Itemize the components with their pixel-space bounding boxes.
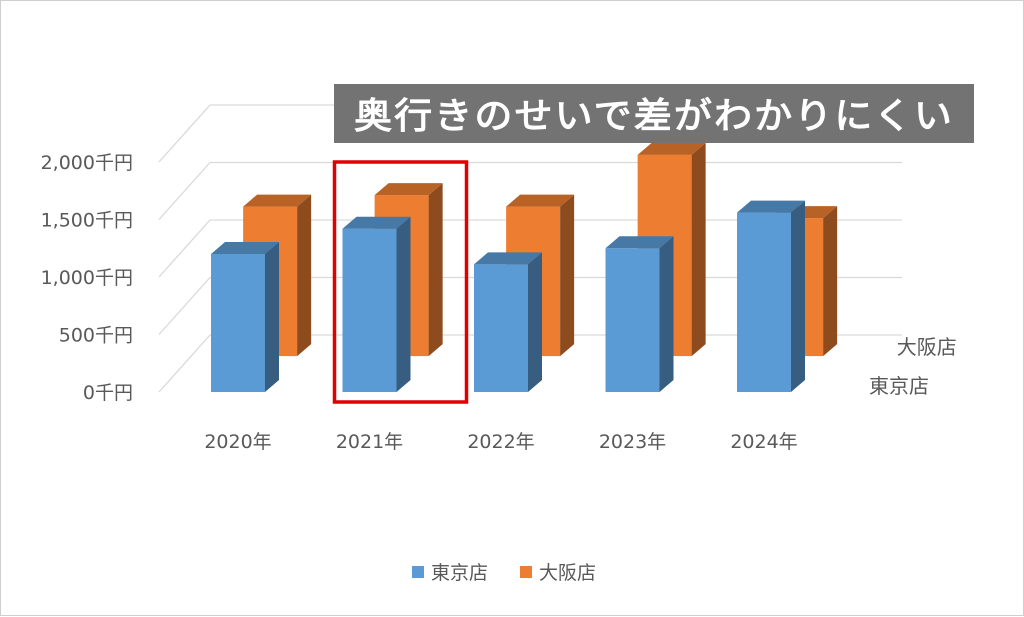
highlight-box [332, 160, 469, 404]
bar-front-face [737, 212, 791, 392]
legend-label: 東京店 [431, 562, 488, 584]
annotation-text: 奥行きのせいで差がわかりにくい [354, 96, 954, 137]
bar-side-face [428, 183, 443, 357]
bar-東京店-2022年 [474, 252, 542, 392]
bar-top-face [211, 242, 279, 254]
bar-東京店-2021年 [342, 216, 411, 392]
bar-top-face [737, 200, 805, 213]
bar-side-face [560, 194, 575, 357]
gridline-diagonal [158, 277, 211, 335]
depth-axis-labels: 東京店 大阪店 [869, 335, 957, 398]
y-tick-label: 1,000千円 [41, 267, 133, 289]
bar-side-face [791, 200, 805, 392]
bar-top-face [243, 194, 312, 207]
bar-東京店-2020年 [211, 242, 279, 392]
depth-axis-label: 大阪店 [897, 335, 957, 359]
bar-side-face [823, 206, 838, 357]
bar-side-face [297, 194, 312, 357]
legend-label: 大阪店 [539, 562, 596, 584]
x-tick-label: 2021年 [336, 431, 403, 453]
bar-front-face [211, 254, 265, 392]
bars [211, 142, 838, 392]
bar-side-face [396, 216, 411, 392]
bar-top-face [637, 142, 706, 155]
y-tick-label: 0千円 [83, 382, 133, 404]
bar-東京店-2024年 [737, 200, 805, 392]
bar-front-face [605, 248, 660, 392]
legend-swatch [520, 566, 532, 578]
highlight-layer [332, 160, 469, 404]
bar-side-face [659, 236, 674, 392]
legend-swatch [412, 566, 424, 578]
x-axis-tick-labels: 2020年 2021年 2022年 2023年 2024年 [204, 431, 797, 453]
bar-front-face [342, 228, 397, 392]
bar-side-face [265, 242, 279, 392]
annotation-banner-bg [334, 84, 974, 143]
gridline-diagonal [158, 219, 211, 278]
bar-front-face [474, 264, 528, 392]
bar-top-face [474, 252, 542, 265]
bar-top-face [374, 183, 443, 196]
gridline-diagonal [158, 334, 211, 393]
x-tick-label: 2024年 [730, 431, 797, 453]
y-tick-label: 500千円 [59, 325, 133, 347]
y-tick-label: 1,500千円 [41, 210, 133, 232]
x-tick-label: 2022年 [467, 431, 534, 453]
bar-東京店-2023年 [605, 236, 674, 392]
gridline-diagonal [158, 104, 211, 163]
bar-top-face [342, 216, 411, 229]
bar-side-face [691, 142, 706, 357]
legend: 東京店 大阪店 [412, 562, 596, 584]
gridline-diagonal [158, 162, 211, 220]
bar-side-face [528, 252, 542, 392]
x-tick-label: 2023年 [599, 431, 666, 453]
annotation-banner: 奥行きのせいで差がわかりにくい [334, 84, 974, 143]
x-tick-label: 2020年 [204, 431, 271, 453]
y-tick-label: 2,000千円 [41, 152, 133, 174]
bar-top-face [506, 194, 575, 207]
y-axis-tick-labels: 0千円 500千円 1,000千円 1,500千円 2,000千円 [41, 152, 133, 404]
bar-top-face [605, 236, 674, 249]
depth-axis-label: 東京店 [869, 374, 929, 398]
